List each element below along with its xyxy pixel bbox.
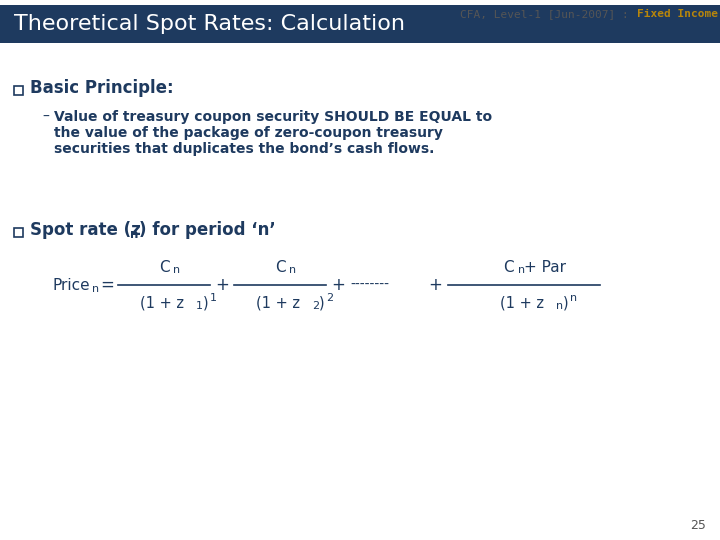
Text: CFA, Level-1 [Jun-2007] :: CFA, Level-1 [Jun-2007] : xyxy=(460,9,636,19)
Text: Theoretical Spot Rates: Calculation: Theoretical Spot Rates: Calculation xyxy=(14,14,405,34)
Text: 1: 1 xyxy=(196,301,203,311)
Text: C: C xyxy=(503,260,513,274)
Text: C: C xyxy=(158,260,169,274)
Text: + Par: + Par xyxy=(524,260,566,274)
Text: n: n xyxy=(289,265,296,275)
Text: ): ) xyxy=(563,295,569,310)
Text: C: C xyxy=(275,260,285,274)
Text: ): ) xyxy=(319,295,325,310)
Text: the value of the package of zero-coupon treasury: the value of the package of zero-coupon … xyxy=(54,126,443,140)
Text: ) for period ‘n’: ) for period ‘n’ xyxy=(139,221,276,239)
Text: Value of treasury coupon security SHOULD BE EQUAL to: Value of treasury coupon security SHOULD… xyxy=(54,110,492,124)
Text: 2: 2 xyxy=(326,293,333,303)
Text: n: n xyxy=(570,293,577,303)
Text: =: = xyxy=(100,276,114,294)
Text: –: – xyxy=(42,110,49,124)
Text: n: n xyxy=(92,284,99,294)
Text: n: n xyxy=(518,265,525,275)
Text: securities that duplicates the bond’s cash flows.: securities that duplicates the bond’s ca… xyxy=(54,142,434,156)
Text: 1: 1 xyxy=(210,293,217,303)
Text: Basic Principle:: Basic Principle: xyxy=(30,79,174,97)
Text: --------: -------- xyxy=(350,278,389,292)
Bar xyxy=(14,228,23,237)
Text: (1 + z: (1 + z xyxy=(140,295,184,310)
Text: n: n xyxy=(130,227,138,240)
Text: Fixed Income: Fixed Income xyxy=(637,9,718,19)
Text: ): ) xyxy=(203,295,209,310)
Text: (1 + z: (1 + z xyxy=(500,295,544,310)
Text: Price: Price xyxy=(52,278,89,293)
Text: +: + xyxy=(215,276,229,294)
Text: n: n xyxy=(556,301,563,311)
Text: +: + xyxy=(331,276,345,294)
Bar xyxy=(14,86,23,95)
Text: Spot rate (z: Spot rate (z xyxy=(30,221,140,239)
Text: 25: 25 xyxy=(690,519,706,532)
Text: +: + xyxy=(428,276,442,294)
Text: n: n xyxy=(173,265,180,275)
Text: 2: 2 xyxy=(312,301,319,311)
Text: (1 + z: (1 + z xyxy=(256,295,300,310)
Bar xyxy=(0,5,720,43)
